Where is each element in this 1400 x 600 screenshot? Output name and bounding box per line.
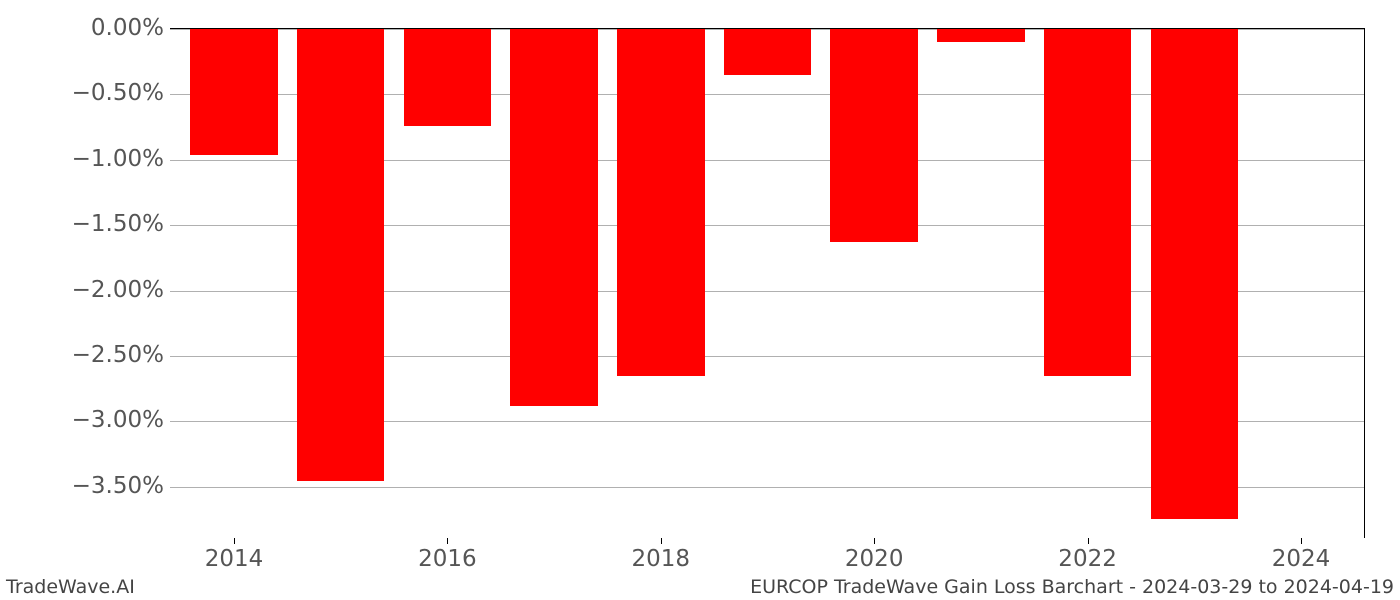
x-tick-mark — [1301, 538, 1302, 544]
x-tick-label: 2022 — [1058, 546, 1117, 572]
x-tick-label: 2020 — [845, 546, 904, 572]
bar — [617, 29, 704, 376]
y-tick-label: −0.50% — [72, 80, 164, 106]
bar — [1151, 29, 1238, 519]
plot-area — [170, 28, 1365, 538]
y-tick-label: −3.50% — [72, 473, 164, 499]
y-tick-label: −2.00% — [72, 277, 164, 303]
x-tick-mark — [447, 538, 448, 544]
y-tick-label: −1.50% — [72, 211, 164, 237]
bar — [724, 29, 811, 75]
x-tick-label: 2024 — [1272, 546, 1331, 572]
y-tick-label: 0.00% — [91, 15, 164, 41]
x-tick-mark — [661, 538, 662, 544]
x-tick-label: 2018 — [632, 546, 691, 572]
y-tick-label: −3.00% — [72, 407, 164, 433]
footer-right-text: EURCOP TradeWave Gain Loss Barchart - 20… — [750, 576, 1394, 598]
bar — [830, 29, 917, 242]
x-tick-mark — [234, 538, 235, 544]
bar — [190, 29, 277, 155]
bar — [404, 29, 491, 126]
x-tick-label: 2014 — [205, 546, 264, 572]
x-tick-label: 2016 — [418, 546, 477, 572]
chart-container: 0.00% −0.50% −1.00% −1.50% −2.00% −2.50% −3.00… — [0, 0, 1400, 600]
y-tick-label: −1.00% — [72, 146, 164, 172]
plot-inner — [170, 29, 1364, 538]
x-tick-mark — [1088, 538, 1089, 544]
footer-left-text: TradeWave.AI — [6, 576, 135, 598]
x-tick-mark — [874, 538, 875, 544]
bar — [510, 29, 597, 406]
bar — [1044, 29, 1131, 376]
bar — [297, 29, 384, 481]
y-tick-label: −2.50% — [72, 342, 164, 368]
bar — [937, 29, 1024, 42]
